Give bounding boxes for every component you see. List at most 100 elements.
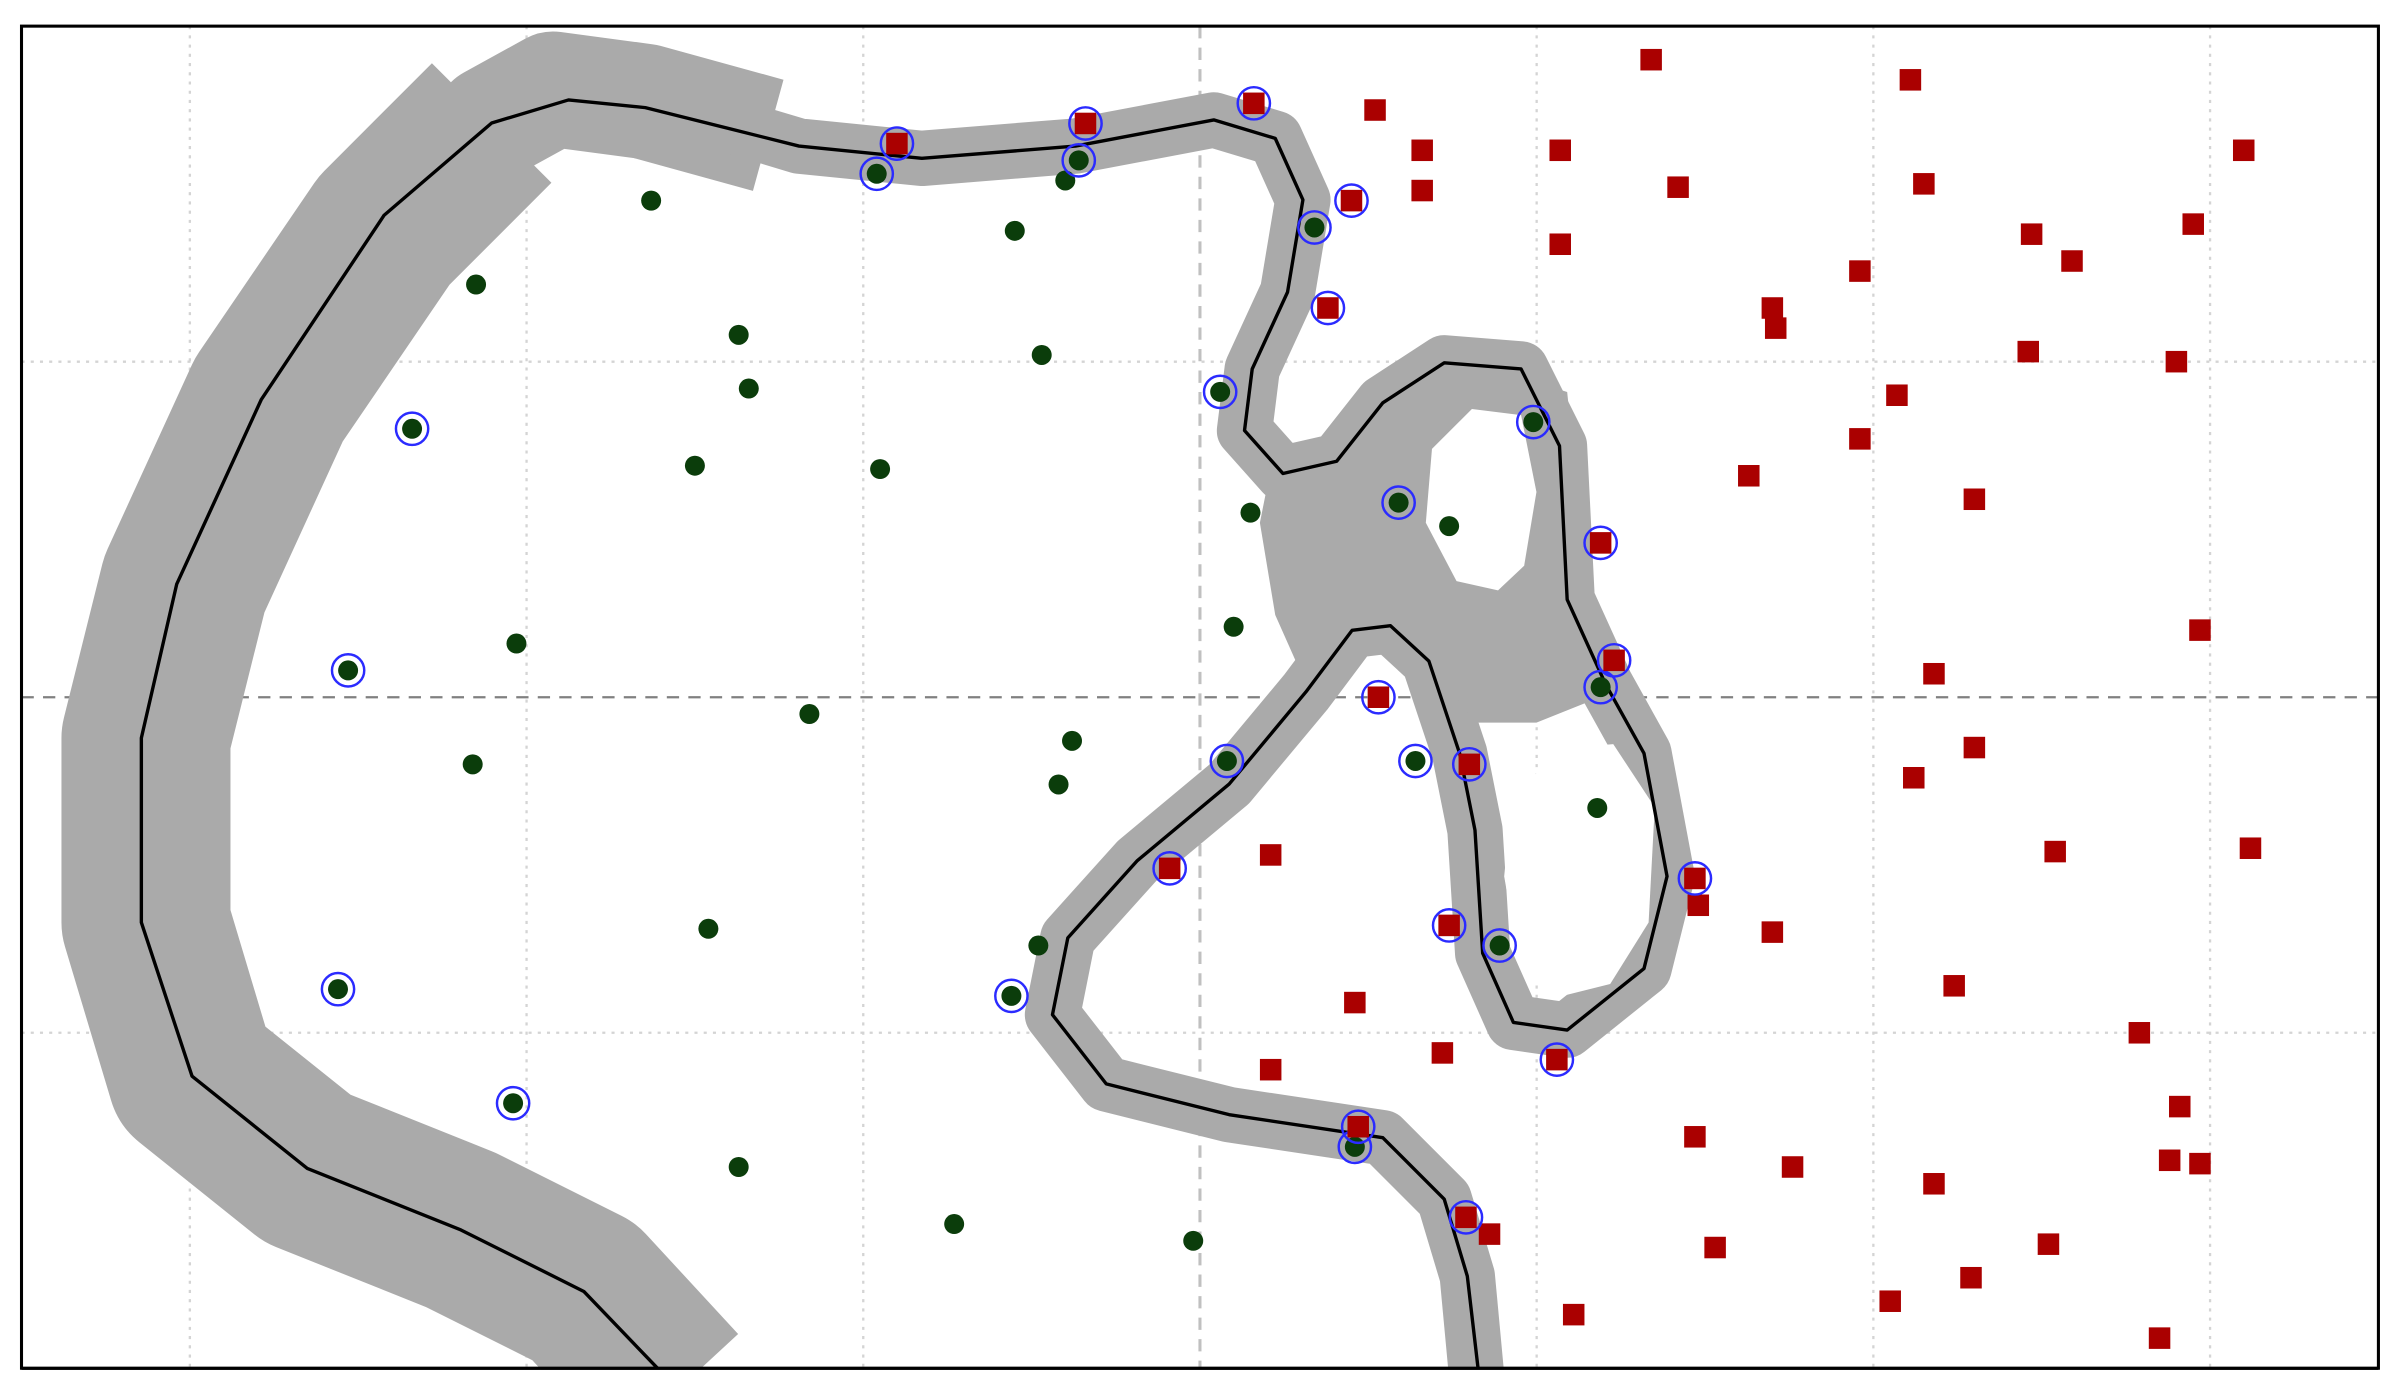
circle-marker — [944, 1214, 965, 1235]
point — [1439, 516, 1460, 537]
square-marker — [1879, 1290, 1901, 1312]
square-marker — [886, 132, 908, 155]
square-marker — [1259, 844, 1282, 866]
point — [2061, 250, 2083, 272]
square-marker — [2189, 619, 2211, 641]
point — [1259, 1058, 1282, 1081]
square-marker — [2182, 213, 2204, 235]
square-marker — [1259, 1058, 1282, 1081]
support-ring — [994, 978, 1029, 1014]
decision-boundary — [61, 31, 1695, 1396]
circle-marker — [1587, 797, 1608, 818]
support-ring — [1061, 142, 1097, 178]
square-marker — [1849, 428, 1871, 450]
point — [2148, 1327, 2171, 1349]
square-marker — [2037, 1233, 2060, 1255]
support-ring — [1152, 850, 1188, 886]
square-marker — [1886, 384, 1908, 407]
support-vector — [1381, 485, 1416, 520]
point — [1886, 384, 1908, 407]
point — [799, 704, 820, 725]
support-ring — [1340, 1109, 1376, 1145]
square-marker — [1347, 1115, 1369, 1138]
margin-band — [61, 63, 739, 1396]
circle-marker — [684, 455, 705, 476]
point — [2232, 139, 2255, 162]
circle-marker — [698, 918, 719, 939]
square-marker — [1943, 975, 1965, 997]
point — [728, 324, 749, 345]
point — [1899, 69, 1922, 91]
support-vector — [1596, 642, 1632, 678]
point — [1923, 662, 1945, 685]
point — [1478, 1223, 1501, 1245]
circle-marker — [1028, 935, 1049, 956]
support-vector — [1451, 746, 1487, 782]
circle-marker — [1523, 412, 1544, 433]
support-vector — [994, 978, 1029, 1014]
point — [462, 754, 483, 775]
circle-marker — [462, 754, 483, 775]
margin-band — [343, 31, 784, 272]
square-marker — [1367, 686, 1390, 708]
support-ring — [859, 156, 895, 192]
support-ring — [1209, 743, 1245, 779]
circle-marker — [870, 459, 891, 480]
support-ring — [394, 411, 430, 447]
support-ring — [330, 653, 366, 688]
point — [2189, 619, 2211, 641]
square-marker — [1589, 532, 1612, 554]
square-marker — [1640, 48, 1662, 71]
square-marker — [1411, 179, 1433, 202]
support-ring — [495, 1085, 531, 1121]
support-vector — [1061, 142, 1097, 178]
square-marker — [2239, 837, 2262, 859]
square-marker — [1340, 189, 1363, 212]
point — [1062, 730, 1083, 751]
point — [1587, 797, 1608, 818]
point — [1640, 48, 1662, 71]
square-marker — [1562, 1303, 1585, 1326]
point — [1738, 465, 1760, 487]
point — [2182, 213, 2204, 235]
point — [2165, 350, 2188, 373]
point — [1943, 975, 1965, 997]
square-marker — [1761, 297, 1784, 319]
support-vector — [879, 126, 915, 161]
circle-marker — [1405, 750, 1426, 771]
square-marker — [1364, 99, 1386, 121]
circle-marker — [1304, 217, 1325, 238]
support-ring — [1361, 679, 1396, 715]
square-marker — [2232, 139, 2255, 162]
support-vector — [1515, 404, 1551, 440]
square-marker — [1923, 1173, 1945, 1195]
square-marker — [2017, 340, 2040, 363]
circle-marker — [1216, 750, 1237, 771]
point — [1761, 297, 1784, 319]
square-marker — [2044, 840, 2066, 863]
square-marker — [1687, 894, 1710, 917]
circle-marker — [1210, 381, 1231, 402]
point — [641, 190, 662, 211]
square-marker — [1074, 112, 1097, 135]
support-ring — [1202, 374, 1238, 410]
square-marker — [1923, 662, 1945, 685]
square-marker — [1738, 465, 1760, 487]
support-vector — [1398, 743, 1433, 779]
point — [1923, 1173, 1945, 1195]
point — [1849, 260, 1871, 282]
point — [1240, 502, 1261, 523]
point — [2037, 1233, 2060, 1255]
square-marker — [2061, 250, 2083, 272]
point — [1549, 233, 1571, 256]
support-vector — [1152, 850, 1188, 886]
point — [1031, 344, 1052, 365]
support-vector — [1068, 106, 1103, 141]
point — [1704, 1236, 1726, 1259]
square-marker — [1684, 1126, 1706, 1148]
point — [1431, 1042, 1454, 1064]
square-marker — [2158, 1149, 2181, 1172]
circle-marker — [1062, 730, 1083, 751]
square-marker — [1344, 991, 1366, 1014]
support-vector — [1431, 908, 1467, 943]
